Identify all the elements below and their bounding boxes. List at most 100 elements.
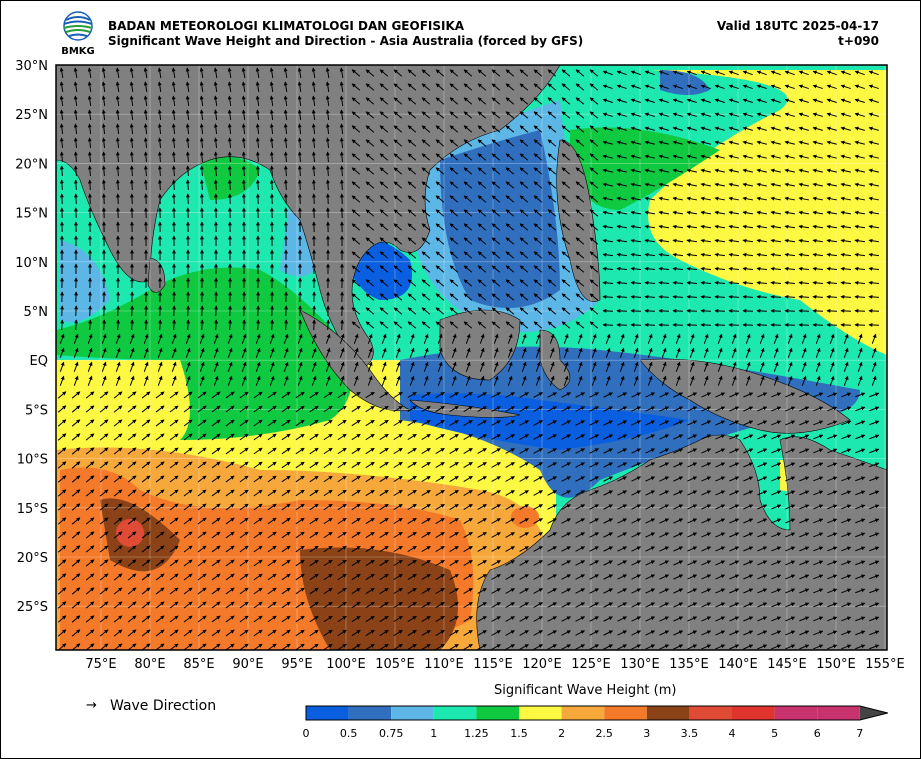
wave-arrow	[407, 83, 417, 91]
wave-arrow	[185, 179, 190, 191]
wave-arrow	[407, 139, 417, 147]
wave-arrow	[311, 193, 316, 205]
wave-arrow	[854, 140, 865, 145]
wave-arrow	[826, 98, 837, 103]
wave-arrow	[101, 81, 106, 93]
wave-arrow	[143, 179, 148, 191]
wave-arrow	[756, 168, 767, 173]
wave-arrow	[700, 98, 711, 103]
wave-arrow	[519, 139, 529, 147]
wave-arrow	[575, 111, 585, 119]
wave-arrow	[269, 81, 274, 93]
wave-arrow	[868, 70, 879, 76]
wave-arrow	[351, 167, 361, 175]
wave-arrow	[311, 81, 316, 93]
wave-arrow	[826, 140, 837, 145]
wave-arrow	[199, 81, 204, 93]
lon-label: 130°E	[620, 657, 660, 672]
wave-arrow	[241, 67, 246, 79]
wave-arrow	[435, 153, 445, 161]
wave-arrow	[575, 139, 585, 147]
wave-arrow	[339, 109, 344, 121]
wave-arrow	[714, 112, 725, 117]
wave-arrow	[227, 137, 232, 149]
wave-arrow	[115, 67, 120, 79]
wave-arrow	[728, 112, 739, 117]
wave-arrow	[589, 139, 599, 147]
lon-axis-labels: 75°E 80°E 85°E 90°E 95°E 100°E 105°E 110°E 115°E…	[85, 657, 904, 672]
wave-arrow	[644, 154, 655, 159]
wave-arrow	[269, 109, 274, 121]
wave-arrow	[325, 151, 330, 163]
zone-swh-0-0-5-java	[410, 393, 690, 450]
wave-arrow	[742, 126, 753, 131]
zone-swh-0-5-0-75	[440, 130, 560, 308]
wave-arrow	[742, 70, 753, 76]
wave-arrow	[714, 126, 725, 131]
wave-arrow	[854, 98, 865, 103]
land-asia-mainland	[56, 65, 561, 371]
wave-arrow	[616, 70, 627, 76]
wave-arrow	[812, 70, 823, 76]
wave-arrow	[297, 81, 302, 93]
wave-arrow	[589, 153, 599, 161]
wave-arrow	[644, 308, 656, 313]
wave-arrow	[575, 97, 585, 105]
wave-arrow	[575, 153, 585, 161]
wave-arrow	[101, 67, 106, 79]
wave-arrow	[269, 123, 274, 135]
wave-arrow	[157, 123, 162, 135]
wave-arrow	[59, 179, 64, 191]
wave-arrow	[756, 112, 767, 117]
wave-arrow	[477, 153, 487, 161]
wave-arrow	[714, 84, 725, 90]
lon-label: 135°E	[669, 657, 709, 672]
wave-arrow	[171, 151, 176, 163]
wave-arrow	[840, 140, 851, 145]
wave-arrow	[171, 67, 176, 79]
wave-arrow	[407, 153, 417, 161]
wave-arrow	[379, 83, 389, 91]
wave-arrow	[756, 140, 767, 145]
wave-arrow	[672, 140, 683, 145]
wave-arrow	[630, 168, 641, 173]
wave-arrow	[129, 81, 134, 93]
wave-arrow	[463, 83, 473, 91]
wave-arrow	[59, 81, 64, 93]
wave-arrow	[533, 111, 543, 119]
wave-arrow	[340, 319, 345, 331]
wave-arrow	[101, 151, 106, 163]
wave-arrow	[339, 123, 344, 135]
wave-arrow	[59, 193, 64, 205]
wave-arrow	[784, 70, 795, 76]
wave-arrow	[325, 95, 330, 107]
wave-arrow	[826, 112, 837, 117]
wave-arrow	[339, 179, 344, 191]
wave-arrow	[255, 95, 260, 107]
wave-arrow	[533, 83, 543, 91]
wave-arrow	[658, 168, 669, 173]
wave-arrow	[393, 139, 403, 147]
bmkg-logo: BMKG	[61, 11, 95, 56]
wave-arrow	[770, 98, 781, 103]
wave-arrow	[87, 81, 92, 93]
wave-arrow	[311, 123, 316, 135]
wave-arrow	[407, 111, 417, 119]
wave-arrow	[840, 84, 851, 90]
wave-arrow	[728, 154, 739, 159]
zone-swh-0-5-0-75-north	[660, 70, 710, 95]
wave-arrow	[325, 165, 330, 177]
wave-arrow	[297, 95, 302, 107]
wave-arrow	[435, 125, 445, 133]
wave-arrow	[491, 83, 501, 91]
land-philippines	[556, 139, 601, 302]
wave-arrow	[589, 69, 599, 77]
wave-arrow	[115, 179, 120, 191]
wave-arrow	[589, 167, 599, 175]
wave-arrow	[73, 179, 78, 191]
wave-arrow	[602, 308, 614, 313]
wave-arrow	[491, 111, 501, 119]
wave-arrow	[311, 95, 316, 107]
wave-arrow	[351, 83, 361, 91]
